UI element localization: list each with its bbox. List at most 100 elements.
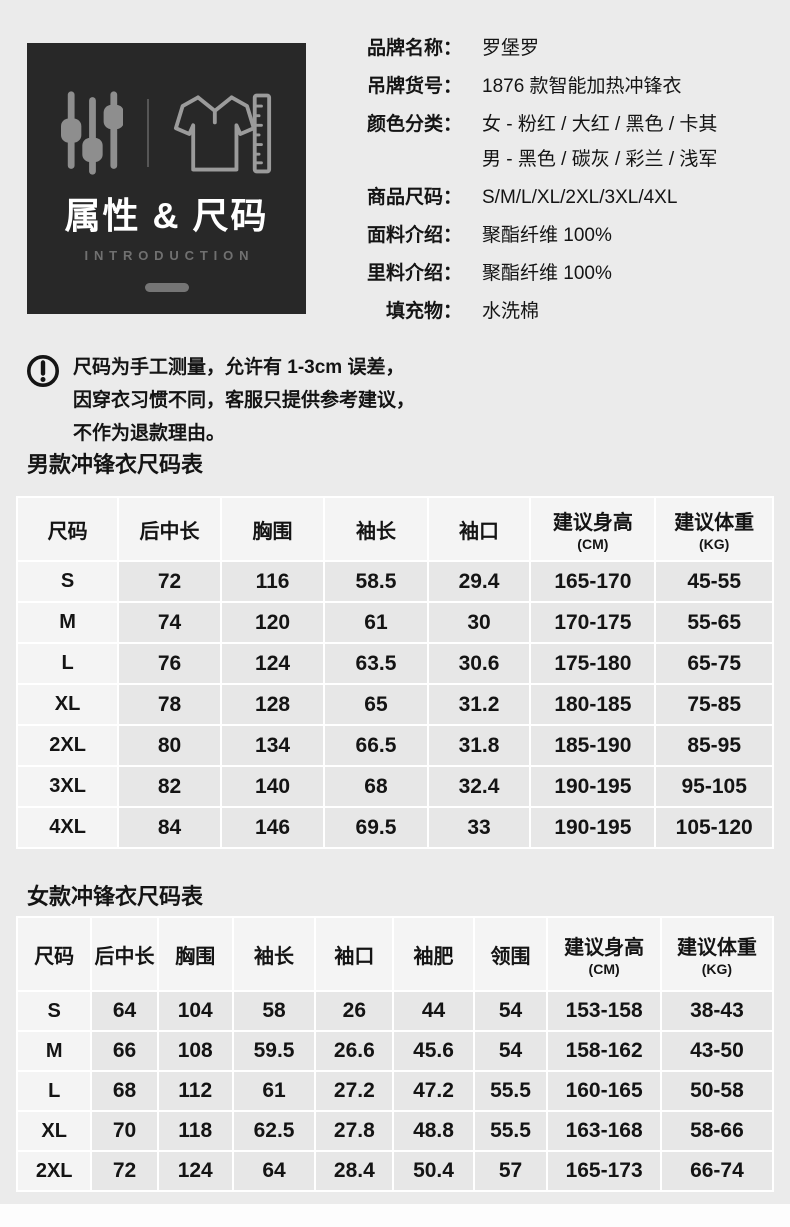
size-cell: XL	[18, 685, 118, 724]
value-cell: 153-158	[548, 992, 660, 1030]
value-cell: 134	[221, 726, 324, 765]
column-header-unit: (KG)	[699, 536, 730, 552]
value-cell: 30.6	[428, 644, 530, 683]
value-cell: 33	[428, 808, 530, 847]
attribute-value: 聚酯纤维 100%	[482, 258, 612, 289]
value-cell: 66-74	[661, 1152, 772, 1190]
value-cell: 185-190	[531, 726, 655, 765]
value-cell: 118	[158, 1112, 232, 1150]
attribute-label: 吊牌货号：	[366, 76, 462, 97]
value-cell: 160-165	[548, 1072, 660, 1110]
attribute-label: 里料介绍：	[366, 263, 462, 284]
value-cell: 58	[233, 992, 315, 1030]
table-row: M 66 108 59.5 26.6 45.6 54 158-162 43-50	[18, 1032, 772, 1070]
column-header-label: 建议身高	[564, 937, 645, 959]
table-row: 2XL 72 124 64 28.4 50.4 57 165-173 66-74	[18, 1152, 772, 1190]
next-section-edge	[0, 1204, 790, 1227]
men-size-table: 尺码 后中长 胸围 袖长 袖口 建议身高 (CM) 建议体重 (KG) S 72 116 58.5 29.…	[16, 496, 774, 849]
value-cell: 190-195	[531, 767, 655, 806]
value-cell: 32.4	[428, 767, 530, 806]
table-row: XL 78 128 65 31.2 180-185 75-85	[18, 685, 772, 724]
value-cell: 63.5	[325, 644, 427, 683]
value-cell: 58.5	[325, 562, 427, 601]
attribute-row: 商品尺码： S/M/L/XL/2XL/3XL/4XL	[346, 182, 786, 213]
attribute-label: 颜色分类：	[366, 114, 462, 135]
column-header: 尺码	[18, 498, 118, 560]
value-cell: 68	[92, 1072, 157, 1110]
column-header: 袖长	[325, 498, 427, 560]
value-cell: 124	[221, 644, 324, 683]
tshirt-ruler-icon	[173, 93, 271, 174]
column-header-label: 袖长	[355, 520, 396, 543]
table-row: S 72 116 58.5 29.4 165-170 45-55	[18, 562, 772, 601]
value-cell: 29.4	[428, 562, 530, 601]
attribute-label: 商品尺码：	[366, 187, 462, 208]
value-cell: 48.8	[394, 1112, 473, 1150]
table-row: XL 70 118 62.5 27.8 48.8 55.5 163-168 58-66	[18, 1112, 772, 1150]
attribute-value: 水洗棉	[482, 296, 539, 327]
attribute-value: S/M/L/XL/2XL/3XL/4XL	[482, 182, 677, 213]
column-header-label: 袖长	[254, 945, 295, 968]
value-cell: 124	[158, 1152, 232, 1190]
intro-icons-row	[27, 89, 306, 177]
notice-line: 不作为退款理由。	[73, 423, 226, 444]
table-row: L 68 112 61 27.2 47.2 55.5 160-165 50-58	[18, 1072, 772, 1110]
value-cell: 104	[158, 992, 232, 1030]
size-cell: S	[18, 562, 118, 601]
column-header-label: 袖肥	[413, 945, 454, 968]
value-cell: 165-170	[531, 562, 655, 601]
value-cell: 45.6	[394, 1032, 473, 1070]
value-cell: 120	[221, 603, 324, 642]
value-cell: 65-75	[656, 644, 772, 683]
value-cell: 175-180	[531, 644, 655, 683]
value-cell: 105-120	[656, 808, 772, 847]
value-cell: 163-168	[548, 1112, 660, 1150]
column-header: 建议身高 (CM)	[548, 918, 660, 990]
value-cell: 84	[119, 808, 220, 847]
value-cell: 55.5	[474, 1072, 547, 1110]
column-header-unit: (KG)	[701, 961, 733, 977]
column-header-label: 尺码	[47, 520, 88, 543]
value-cell: 66	[92, 1032, 157, 1070]
column-header: 胸围	[158, 918, 232, 990]
value-cell: 64	[92, 992, 157, 1030]
attribute-label: 面料介绍：	[366, 225, 462, 246]
value-cell: 65	[325, 685, 427, 724]
header-row: 尺码 后中长 胸围 袖长 袖口 建议身高 (CM) 建议体重 (KG)	[18, 498, 772, 560]
size-cell: L	[18, 1072, 91, 1110]
value-cell: 76	[119, 644, 220, 683]
column-header: 后中长	[119, 498, 220, 560]
column-header-label: 建议体重	[674, 512, 755, 534]
column-header: 袖口	[428, 498, 530, 560]
value-cell: 43-50	[661, 1032, 772, 1070]
column-header: 后中长	[92, 918, 157, 990]
value-cell: 28.4	[316, 1152, 393, 1190]
attribute-row: 品牌名称： 罗堡罗	[346, 33, 786, 64]
men-table-title: 男款冲锋衣尺码表	[27, 452, 204, 477]
value-cell: 47.2	[394, 1072, 473, 1110]
header-row: 尺码 后中长 胸围 袖长 袖口 袖肥 领围 建议身高 (CM) 建议体重 (KG)	[18, 918, 772, 990]
column-header: 袖肥	[394, 918, 473, 990]
column-header: 尺码	[18, 918, 91, 990]
column-header: 胸围	[221, 498, 324, 560]
column-header-label: 袖口	[334, 945, 375, 968]
notice-line: 因穿衣习惯不同，客服只提供参考建议，	[73, 390, 416, 411]
column-header-label: 后中长	[94, 945, 155, 968]
intro-title: 属性 & 尺码	[64, 195, 269, 236]
value-cell: 78	[119, 685, 220, 724]
intro-subtitle: INTRODUCTION	[84, 248, 255, 263]
value-cell: 116	[221, 562, 324, 601]
value-cell: 26.6	[316, 1032, 393, 1070]
value-cell: 72	[119, 562, 220, 601]
column-header: 领围	[474, 918, 547, 990]
column-header-label: 建议身高	[552, 512, 633, 534]
value-cell: 57	[474, 1152, 547, 1190]
value-cell: 54	[474, 992, 547, 1030]
column-header: 建议身高 (CM)	[531, 498, 655, 560]
attribute-value: 罗堡罗	[482, 33, 539, 64]
value-cell: 165-173	[548, 1152, 660, 1190]
intro-card: 属性 & 尺码 INTRODUCTION	[27, 43, 306, 314]
size-cell: L	[18, 644, 118, 683]
value-cell: 112	[158, 1072, 232, 1110]
